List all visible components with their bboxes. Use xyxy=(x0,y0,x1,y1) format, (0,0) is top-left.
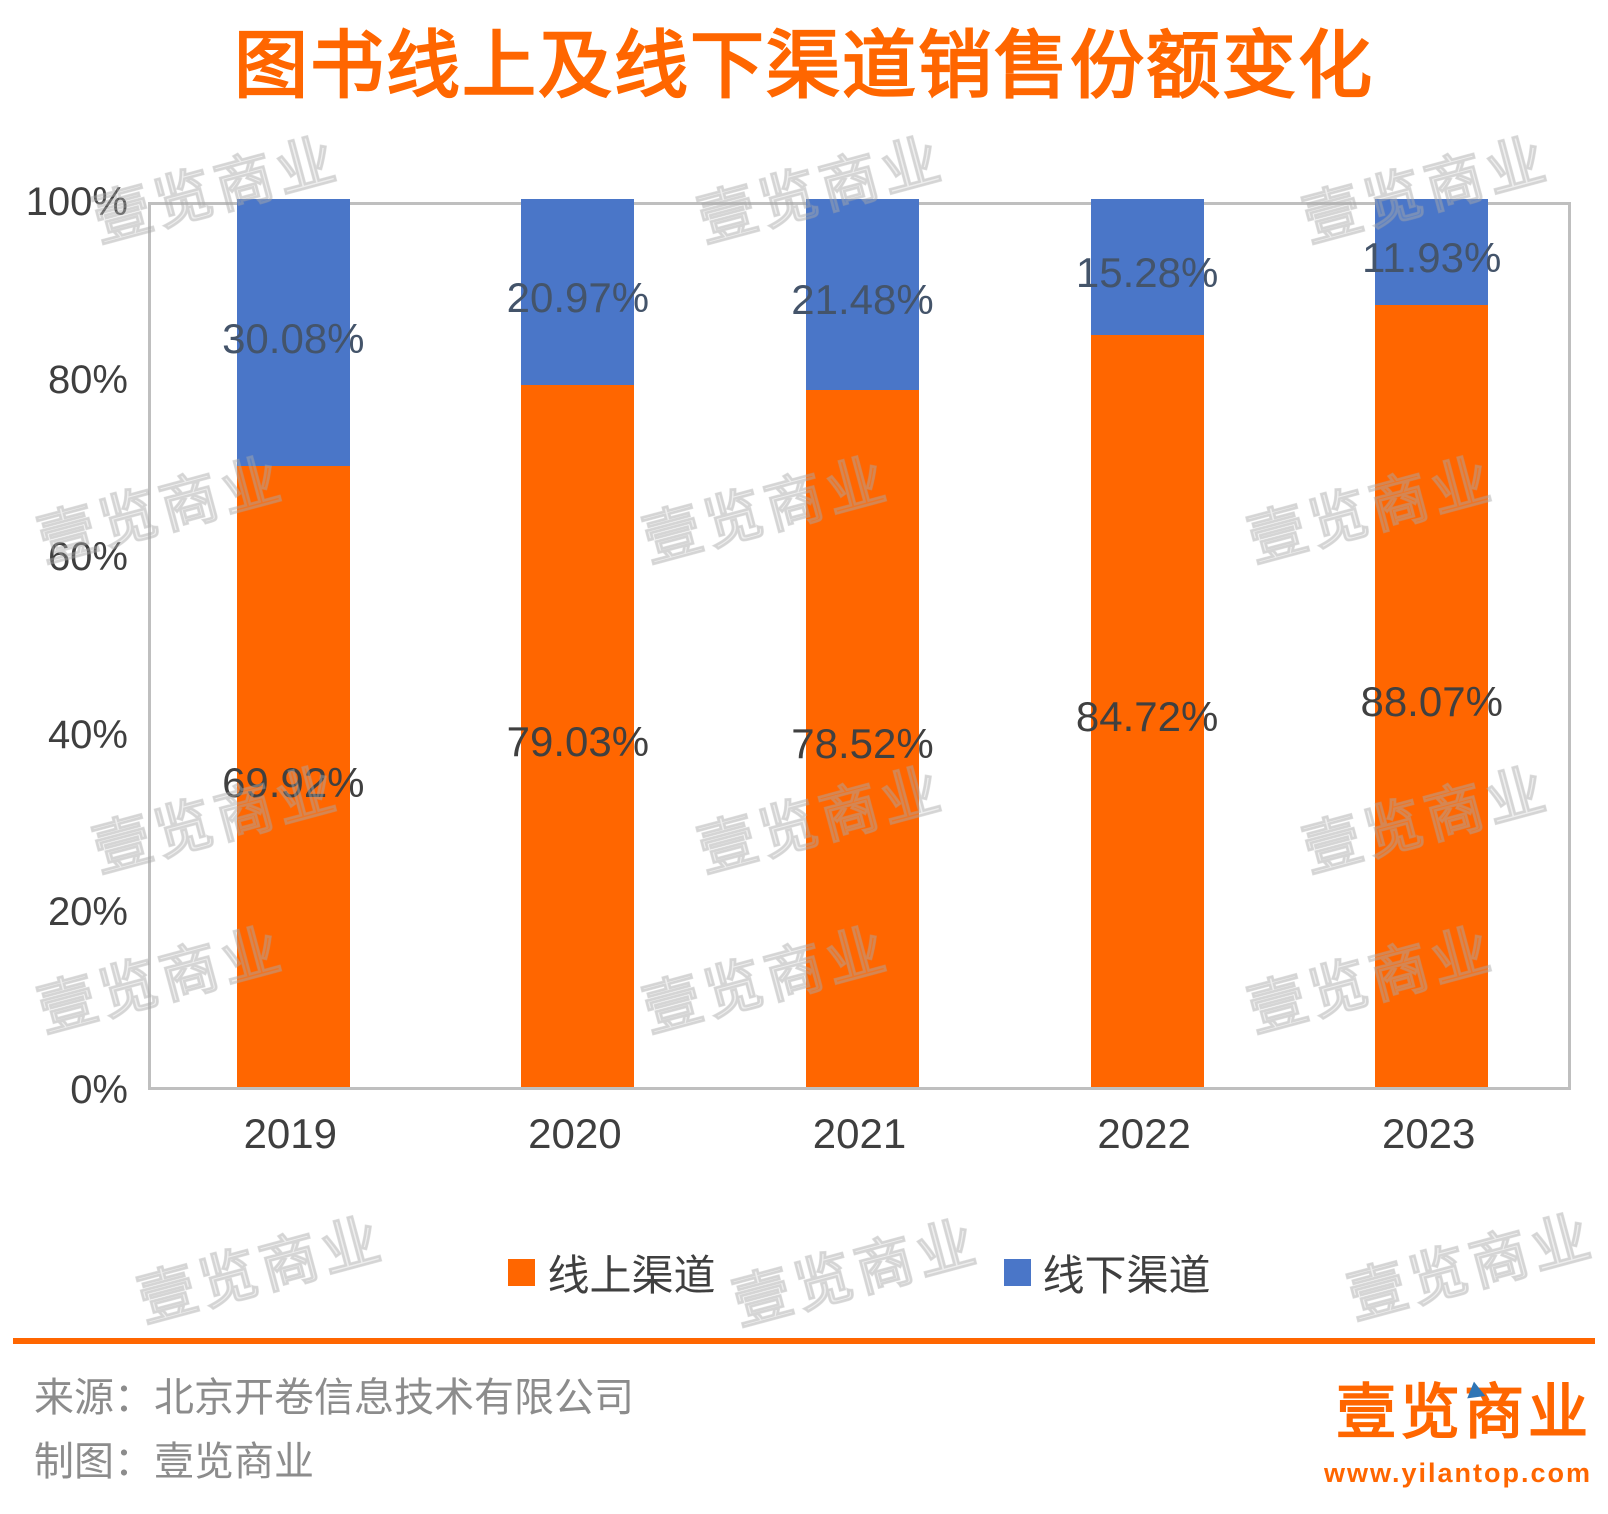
footer: 来源：北京开卷信息技术有限公司 制图：壹览商业 xyxy=(34,1366,634,1494)
source-text: 来源：北京开卷信息技术有限公司 xyxy=(34,1376,634,1420)
x-axis: 2019 2020 2021 2022 2023 xyxy=(148,1110,1571,1170)
bar-segment-offline-2023 xyxy=(1375,199,1489,305)
bar-segment-online-2020 xyxy=(521,385,635,1087)
brand-url: www.yilantop.com xyxy=(1323,1458,1592,1488)
data-label-online-2022: 84.72% xyxy=(1075,692,1219,740)
x-tick-2019: 2019 xyxy=(243,1110,338,1157)
legend-item-online: 线上渠道 xyxy=(508,1242,716,1303)
legend-label-online: 线上渠道 xyxy=(547,1252,716,1299)
bar-segment-online-2022 xyxy=(1090,334,1204,1087)
y-tick-40%: 40% xyxy=(47,712,128,757)
data-label-online-2021: 78.52% xyxy=(791,720,934,768)
data-label-offline-2023: 11.93% xyxy=(1362,234,1502,281)
credit-text: 制图：壹览商业 xyxy=(34,1440,314,1484)
bar-segment-online-2021 xyxy=(806,389,919,1087)
legend: 线上渠道 线下渠道 xyxy=(148,1242,1571,1303)
brand-logo-text: 壹览商业 xyxy=(1336,1379,1592,1446)
x-tick-2020: 2020 xyxy=(528,1110,622,1157)
data-label-offline-2020: 20.97% xyxy=(506,274,650,322)
data-label-online-2020: 79.03% xyxy=(506,718,650,766)
y-tick-100%: 100% xyxy=(25,180,128,224)
legend-swatch-offline-icon xyxy=(1003,1259,1031,1286)
bar-segment-offline-2022 xyxy=(1090,199,1204,335)
data-label-offline-2019: 30.08% xyxy=(222,314,365,362)
x-tick-2023: 2023 xyxy=(1381,1110,1476,1157)
chart-title: 图书线上及线下渠道销售份额变化 xyxy=(234,24,1374,107)
brand-logo: 壹览商业 www.yilantop.com xyxy=(1324,1380,1592,1489)
bar-segment-offline-2020 xyxy=(521,199,635,386)
bar-segment-online-2023 xyxy=(1375,304,1489,1087)
y-tick-60%: 60% xyxy=(47,535,128,580)
y-tick-0%: 0% xyxy=(70,1068,128,1112)
data-label-offline-2021: 21.48% xyxy=(791,276,934,324)
data-label-online-2023: 88.07% xyxy=(1360,678,1503,725)
bar-segment-online-2019 xyxy=(236,466,350,1087)
legend-label-offline: 线下渠道 xyxy=(1042,1252,1211,1299)
y-tick-20%: 20% xyxy=(47,890,128,935)
legend-swatch-online-icon xyxy=(508,1259,536,1286)
bar-segment-offline-2019 xyxy=(236,199,350,467)
footer-divider xyxy=(13,1338,1595,1344)
plot-area: 69.92% 30.08% 79.03% 20.97% 78.52% 21.48% 84.7… xyxy=(148,199,1571,1090)
data-label-online-2019: 69.92% xyxy=(222,758,365,806)
data-label-offline-2022: 15.28% xyxy=(1075,248,1219,296)
y-axis: 0% 20% 40% 60% 80% 100% xyxy=(0,180,128,1112)
y-tick-80%: 80% xyxy=(47,357,128,402)
bar-segment-offline-2021 xyxy=(806,199,919,390)
x-tick-2022: 2022 xyxy=(1097,1110,1191,1157)
legend-item-offline: 线下渠道 xyxy=(1003,1242,1211,1303)
x-tick-2021: 2021 xyxy=(812,1110,907,1157)
